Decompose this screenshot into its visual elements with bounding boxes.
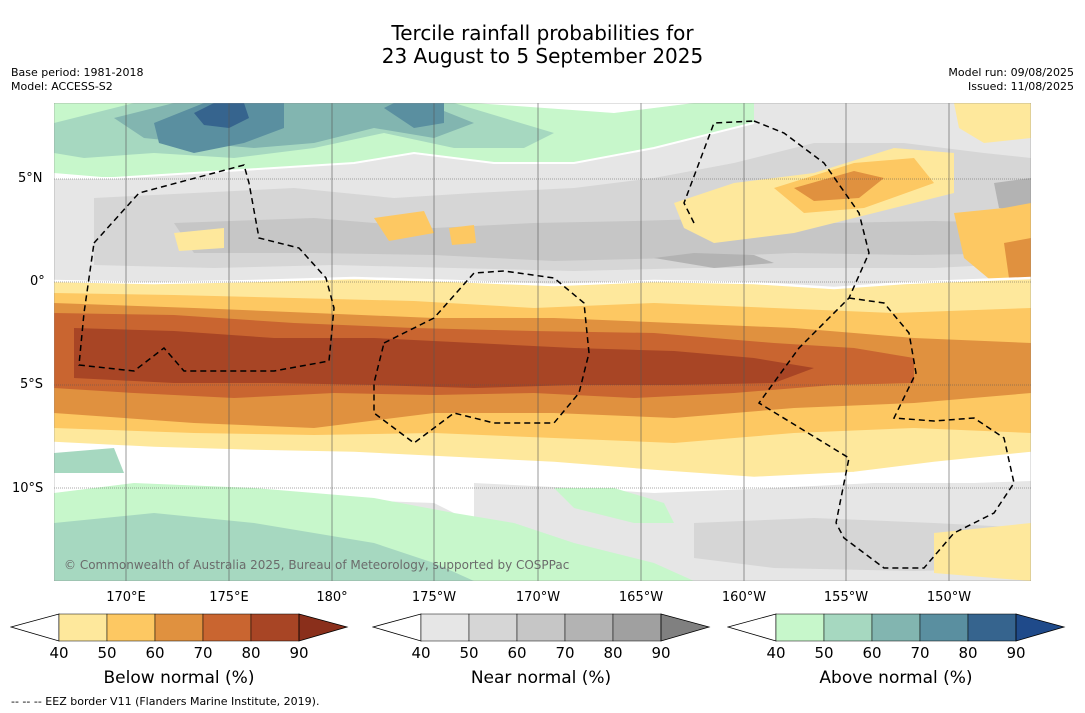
colorbar-below-normal-bin [250,613,300,642]
above-normal-region [54,513,474,581]
colorbar-above-normal-high-arrow [1015,613,1066,642]
colorbar-above-normal-low-arrow [727,613,777,642]
colorbar-near-normal-bin [468,613,518,642]
colorbar-title-below-normal: Below normal (%) [103,668,255,688]
colorbar-tick: 60 [507,644,527,662]
title-line-1: Tercile rainfall probabilities for [391,21,694,45]
colorbar-tick: 70 [555,644,575,662]
lon-label-160w: 160°W [721,590,767,605]
colorbar-above-normal [727,613,1066,642]
lon-label-170e: 170°E [106,590,146,605]
eez-border-line-islands [753,120,870,524]
meta-right: Model run: 09/08/2025 Issued: 11/08/2025 [948,66,1074,94]
lat-label-5n: 5°N [18,171,43,186]
eez-border-polynesia [835,297,1015,569]
colorbar-tick: 90 [651,644,671,662]
colorbar-near-normal-bin [564,613,614,642]
below-normal-region [449,225,476,245]
colorbar-tick: 60 [862,644,882,662]
below-normal-region [954,103,1031,143]
colorbar-tick: 50 [459,644,479,662]
below-normal-region [74,328,814,388]
model-name: Model: ACCESS-S2 [11,80,113,93]
issued-date: Issued: 11/08/2025 [967,80,1074,93]
colorbar-below-normal-bin [202,613,252,642]
colorbar-tick: 50 [814,644,834,662]
lat-label-10s: 10°S [12,481,44,496]
base-period: Base period: 1981-2018 [11,66,144,79]
colorbar-tick: 90 [1006,644,1026,662]
copyright-notice: © Commonwealth of Australia 2025, Bureau… [64,558,570,572]
colorbar-above-normal-bin [775,613,825,642]
colorbar-tick: 40 [766,644,786,662]
map-latitude-gridlines [54,178,1031,489]
colorbar-above-normal-bin [967,613,1017,642]
colorbar-above-normal-bin [871,613,921,642]
colorbar-below-normal-low-arrow [10,613,60,642]
colorbar-title-near-normal: Near normal (%) [470,668,612,688]
below-normal-region [794,171,884,201]
above-normal-region [194,103,249,128]
lon-label-170w: 170°W [515,590,561,605]
lon-label-150w: 150°W [926,590,972,605]
lat-label-0: 0° [30,274,45,289]
colorbar-below-normal-high-arrow [298,613,349,642]
below-normal-region [174,228,224,251]
colorbar-tick: 60 [145,644,165,662]
eez-border-tokelau [373,270,590,444]
below-normal-region [1004,238,1031,288]
colorbar-below-normal-bin [58,613,108,642]
eez-borders [78,120,1015,569]
above-normal-region [154,103,284,153]
contour-outline [54,441,1031,480]
colorbar-near-normal-bin [516,613,566,642]
colorbar-near-normal-high-arrow [660,613,711,642]
colorbar-above-normal-bin [823,613,873,642]
colorbar-tick: 70 [193,644,213,662]
colorbar-near-normal [372,613,711,642]
colorbar-near-normal-low-arrow [372,613,422,642]
lat-label-5s: 5°S [20,377,44,392]
colorbar-tick: 80 [603,644,623,662]
rainfall-probability-map [54,103,1031,581]
colorbar-below-normal [10,613,349,642]
above-normal-region [554,488,674,523]
eez-footnote: -- -- -- EEZ border V11 (Flanders Marine… [11,695,320,708]
above-normal-region [384,103,444,128]
meta-left: Base period: 1981-2018 Model: ACCESS-S2 [11,66,143,94]
colorbar-above-normal-bin [919,613,969,642]
lon-label-175w: 175°W [411,590,457,605]
colorbar-below-normal-bin [106,613,156,642]
colorbar-tick: 50 [97,644,117,662]
colorbar-below-normal-bin [154,613,204,642]
lon-label-180: 180° [316,590,348,605]
map-gridlines [125,103,950,581]
colorbar-near-normal-bin [612,613,662,642]
colorbar-tick: 40 [49,644,69,662]
contour-outline [54,276,1031,290]
colorbar-tick: 90 [289,644,309,662]
colorbar-tick: 40 [411,644,431,662]
below-normal-region [934,523,1031,581]
eez-border-line-islands-east [683,120,755,224]
colorbar-near-normal-bin [420,613,470,642]
near-normal-region [994,178,1031,213]
model-run: Model run: 09/08/2025 [948,66,1074,79]
colorbar-tick: 80 [958,644,978,662]
above-normal-region [54,448,124,473]
colorbar-tick: 70 [910,644,930,662]
lon-label-155w: 155°W [823,590,869,605]
colorbar-title-above-normal: Above normal (%) [819,668,973,688]
lon-label-165w: 165°W [618,590,664,605]
chart-title: Tercile rainfall probabilities for 23 Au… [0,22,1085,68]
below-normal-region [374,211,434,241]
lon-label-175e: 175°E [209,590,249,605]
contour-outline [54,122,755,179]
colorbar-tick: 80 [241,644,261,662]
title-line-2: 23 August to 5 September 2025 [381,44,704,68]
